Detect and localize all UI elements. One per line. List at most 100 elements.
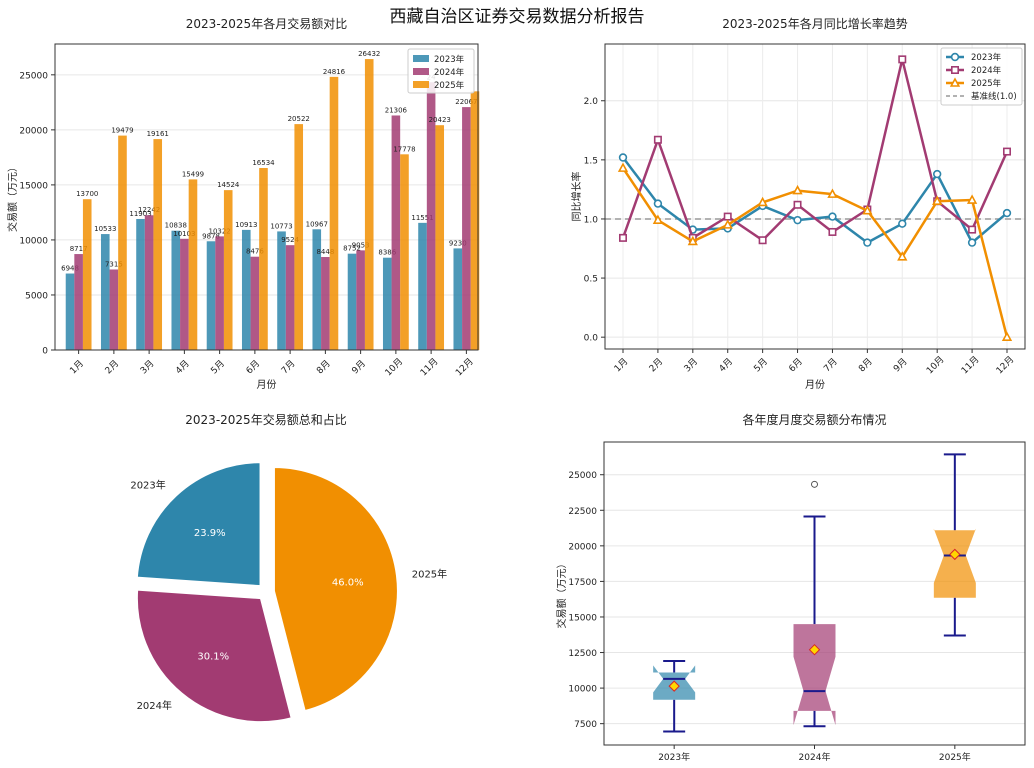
line-ylabel: 同比增长率 xyxy=(570,172,583,222)
bar-2025年 xyxy=(118,135,127,350)
line-point-2024年 xyxy=(793,200,802,209)
box-ytick-label: 12500 xyxy=(568,649,597,659)
line-point-2025年 xyxy=(652,214,664,224)
bar-legend-swatch xyxy=(413,68,429,75)
line-legend-marker xyxy=(950,52,960,62)
bar-value-label: 8386 xyxy=(378,249,396,257)
line-xtick-label: 4月 xyxy=(717,356,735,374)
line-legend-label: 2023年 xyxy=(971,52,1002,63)
pie-slice-label: 2024年 xyxy=(137,699,172,712)
bar-value-label: 9053 xyxy=(352,241,370,249)
bar-2025年 xyxy=(223,190,233,350)
line-xtick-label: 7月 xyxy=(822,356,840,374)
line-legend-label: 基准线(1.0) xyxy=(971,91,1017,102)
bar-axes-frame xyxy=(54,43,479,351)
bar-xtick-label: 6月 xyxy=(244,358,262,376)
line-point-2023年 xyxy=(898,219,907,228)
bar-legend-label: 2024年 xyxy=(434,67,465,78)
line-point-2025年 xyxy=(722,219,733,229)
bar-2025年 xyxy=(259,168,268,350)
box-ytick-label: 15000 xyxy=(568,613,597,623)
pie-slice-label: 2023年 xyxy=(130,479,165,492)
bar-value-label: 10967 xyxy=(306,220,328,228)
bar-chart-panel: 2023-2025年各月交易额对比 0 5000 10000 15000 20000 250… xyxy=(6,16,480,391)
bar-value-label: 7315 xyxy=(105,260,123,268)
bar-ytick-label: 25000 xyxy=(19,71,48,81)
box-body-2025年 xyxy=(933,528,976,598)
bar-2024年 xyxy=(144,215,154,350)
line-xtick-label: 6月 xyxy=(787,356,805,374)
bar-xtick-label: 11月 xyxy=(418,356,440,378)
line-point-2024年 xyxy=(828,227,837,236)
bar-2024年 xyxy=(180,238,189,350)
bar-2025年 xyxy=(294,124,304,351)
line-series-2025年 xyxy=(621,167,1009,338)
line-ytick-label: 2.0 xyxy=(584,97,599,107)
bar-value-label: 10773 xyxy=(270,222,292,230)
box-mean-marker xyxy=(668,680,680,692)
bar-value-label: 6948 xyxy=(61,265,79,273)
line-xtick-label: 10月 xyxy=(924,354,946,376)
bar-ytick-label: 15000 xyxy=(19,181,48,191)
bar-value-label: 12242 xyxy=(138,206,160,214)
line-point-2025年 xyxy=(792,184,803,195)
bar-2023年 xyxy=(382,257,392,350)
line-point-2024年 xyxy=(618,233,627,242)
pie-chart-title: 2023-2025年交易额总和占比 xyxy=(185,412,346,427)
bar-value-label: 22067 xyxy=(455,98,477,106)
bar-2024年 xyxy=(74,254,83,350)
line-legend-marker xyxy=(950,66,959,75)
bar-2024年 xyxy=(391,115,401,351)
bar-legend-swatch xyxy=(413,81,429,88)
box-ylabel: 交易额（万元） xyxy=(555,559,568,629)
line-xtick-label: 8月 xyxy=(856,356,874,374)
line-xtick-label: 5月 xyxy=(752,356,770,374)
bar-legend-label: 2023年 xyxy=(434,54,465,65)
pie-chart-panel: 2023-2025年交易额总和占比 23.9% 2023年 30.1% 2024年 46.… xyxy=(130,412,447,724)
box-ytick-label: 22500 xyxy=(568,507,597,517)
figure-suptitle: 西藏自治区证券交易数据分析报告 xyxy=(390,7,645,27)
line-point-2024年 xyxy=(723,212,732,221)
bar-2025年 xyxy=(364,59,374,351)
bar-value-label: 14524 xyxy=(217,181,240,189)
bar-value-label: 8476 xyxy=(246,248,264,256)
bar-legend-label: 2025年 xyxy=(434,80,465,91)
line-point-2023年 xyxy=(967,238,977,247)
line-point-2023年 xyxy=(863,238,872,247)
bar-value-label: 11551 xyxy=(411,214,433,222)
box-ytick-label: 20000 xyxy=(568,542,597,552)
bar-2025年 xyxy=(400,154,409,350)
bar-value-label: 10322 xyxy=(208,227,230,235)
box-xtick-label: 2025年 xyxy=(939,751,971,763)
bar-2024年 xyxy=(426,82,436,350)
bar-value-label: 10838 xyxy=(165,222,187,230)
bar-2025年 xyxy=(82,199,92,350)
bar-xtick-label: 9月 xyxy=(350,358,368,376)
box-ytick-label: 17500 xyxy=(568,578,597,588)
bar-2025年 xyxy=(329,76,339,351)
line-point-2023年 xyxy=(793,215,802,225)
bar-2023年 xyxy=(206,241,216,350)
bar-ylabel: 交易额（万元） xyxy=(6,162,19,232)
bar-value-label: 16534 xyxy=(252,159,275,167)
pie-pct-label: 30.1% xyxy=(197,651,229,662)
bar-2024年 xyxy=(109,269,119,350)
line-point-2023年 xyxy=(653,199,663,208)
box-xtick-label: 2024年 xyxy=(799,751,831,763)
bar-value-label: 10103 xyxy=(173,230,195,238)
bar-value-label: 19479 xyxy=(111,127,133,135)
line-point-2025年 xyxy=(862,205,873,215)
pie-slice-2025年 xyxy=(272,465,399,713)
pie-slice-2024年 xyxy=(135,588,293,724)
bar-xtick-label: 4月 xyxy=(174,358,192,376)
line-point-2025年 xyxy=(897,251,908,261)
line-point-2025年 xyxy=(932,195,943,206)
bar-value-label: 17778 xyxy=(393,145,415,153)
line-xtick-label: 11月 xyxy=(959,354,981,376)
bar-value-label: 26432 xyxy=(358,50,380,58)
line-point-2023年 xyxy=(1002,208,1012,218)
bar-xtick-label: 10月 xyxy=(383,356,405,378)
bar-2025年 xyxy=(188,179,198,350)
line-legend-box xyxy=(940,47,1023,106)
